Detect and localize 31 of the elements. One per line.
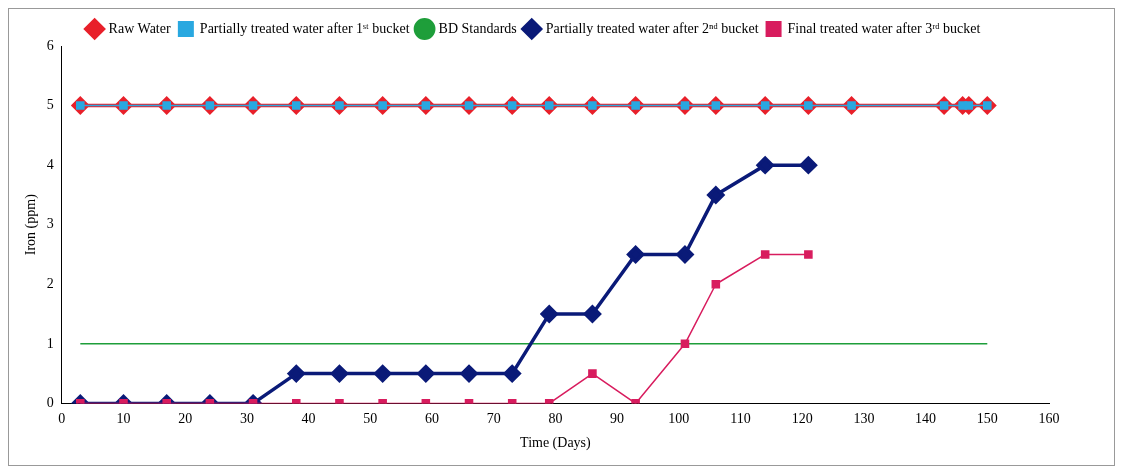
- x-tick-label: 80: [548, 411, 563, 427]
- y-tick-label: 4: [46, 156, 54, 172]
- y-tick-label: 6: [46, 37, 54, 53]
- x-tick-label: 120: [791, 411, 813, 427]
- x-tick-label: 140: [915, 411, 937, 427]
- x-axis-title: Time (Days): [520, 435, 592, 452]
- x-tick-label: 40: [301, 411, 316, 427]
- y-tick-label: 1: [46, 335, 54, 351]
- legend-label: Final treated water after 3ʳᵈ bucket: [787, 20, 981, 36]
- x-tick-label: 0: [58, 411, 66, 427]
- x-tick-label: 110: [730, 411, 751, 427]
- x-tick-label: 50: [363, 411, 378, 427]
- legend-label: Raw Water: [108, 20, 171, 36]
- y-tick-label: 5: [46, 97, 54, 113]
- legend-label: Partially treated water after 2ⁿᵈ bucket: [545, 20, 759, 36]
- legend-label: Partially treated water after 1ˢᵗ bucket: [199, 20, 410, 36]
- x-tick-label: 150: [976, 411, 998, 427]
- y-tick-label: 3: [46, 216, 54, 232]
- y-axis-title: Iron (ppm): [23, 193, 40, 256]
- y-tick-label: 0: [46, 395, 54, 411]
- x-tick-label: 10: [116, 411, 131, 427]
- x-tick-label: 70: [486, 411, 501, 427]
- x-tick-label: 130: [853, 411, 875, 427]
- x-tick-label: 30: [239, 411, 254, 427]
- x-tick-label: 20: [178, 411, 193, 427]
- legend-label: BD Standards: [438, 20, 517, 36]
- x-tick-label: 100: [668, 411, 690, 427]
- y-tick-label: 2: [46, 275, 54, 291]
- x-tick-label: 90: [610, 411, 625, 427]
- x-tick-label: 60: [425, 411, 439, 427]
- x-tick-label: 160: [1038, 411, 1060, 427]
